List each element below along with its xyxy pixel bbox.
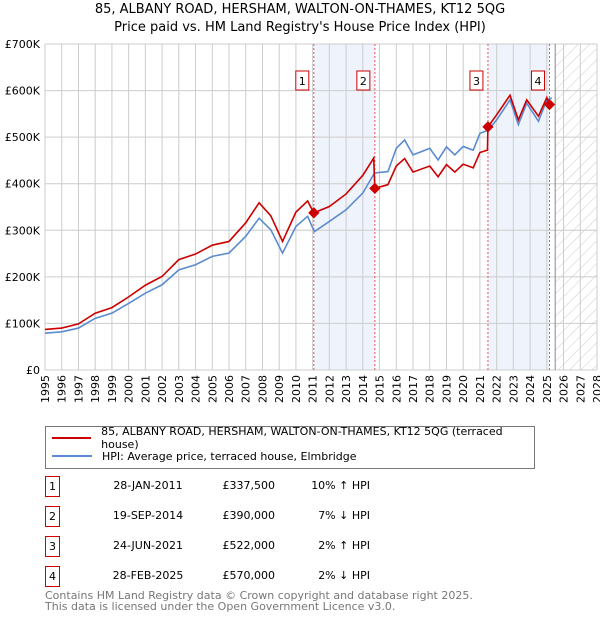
- x-tick-label: 2015: [374, 375, 387, 403]
- transaction-hpi-diff: 2% ↑ HPI: [318, 539, 370, 552]
- transaction-date: 24-JUN-2021: [112, 539, 184, 552]
- legend: 85, ALBANY ROAD, HERSHAM, WALTON-ON-THAM…: [45, 425, 535, 469]
- transaction-price: £390,000: [222, 509, 276, 522]
- x-tick-label: 2008: [256, 375, 269, 403]
- transaction-row: 1 28-JAN-2011 £337,500 10% ↑ HPI: [45, 476, 545, 498]
- legend-item-property: 85, ALBANY ROAD, HERSHAM, WALTON-ON-THAM…: [52, 425, 534, 451]
- hpi-series-line: [44, 97, 553, 335]
- y-tick-label: £500K: [5, 131, 41, 144]
- x-tick-label: 2012: [323, 375, 336, 403]
- x-tick-label: 2014: [357, 375, 370, 403]
- x-tick-label: 2017: [407, 375, 420, 403]
- x-tick-label: 2025: [541, 375, 554, 403]
- transaction-price: £337,500: [222, 479, 276, 492]
- chart-title: 85, ALBANY ROAD, HERSHAM, WALTON-ON-THAM…: [94, 2, 506, 17]
- transaction-row: 4 28-FEB-2025 £570,000 2% ↓ HPI: [45, 566, 545, 588]
- y-tick-label: £100K: [5, 317, 41, 330]
- sale-label-box: [530, 70, 545, 91]
- transaction-price: £570,000: [222, 569, 276, 582]
- sale-label-number: 3: [473, 75, 480, 88]
- x-tick-label: 2013: [340, 375, 353, 403]
- sale-label-number: 1: [299, 75, 306, 88]
- x-tick-label: 2001: [139, 375, 152, 403]
- x-tick-label: 2003: [173, 375, 186, 403]
- sale-point-marker: [308, 207, 320, 219]
- transaction-number-badge: 2: [45, 506, 60, 527]
- sale-label-box: [356, 70, 371, 91]
- x-tick-label: 2005: [206, 375, 219, 403]
- chart-subtitle: Price paid vs. HM Land Registry's House …: [114, 20, 486, 35]
- transaction-price: £522,000: [222, 539, 276, 552]
- legend-item-hpi: HPI: Average price, terraced house, Elmb…: [52, 448, 357, 464]
- sale-label-number: 2: [360, 75, 367, 88]
- shaded-period: [313, 44, 375, 370]
- x-tick-label: 1995: [39, 375, 52, 403]
- y-tick-label: £200K: [5, 271, 41, 284]
- transaction-hpi-diff: 7% ↓ HPI: [318, 509, 370, 522]
- y-tick-label: £400K: [5, 178, 41, 191]
- x-tick-label: 2000: [123, 375, 136, 403]
- blue-line-swatch: [52, 455, 92, 457]
- x-tick-label: 2028: [591, 375, 600, 403]
- transaction-row: 3 24-JUN-2021 £522,000 2% ↑ HPI: [45, 536, 545, 558]
- x-tick-label: 2009: [273, 375, 286, 403]
- y-tick-label: £0: [26, 364, 40, 377]
- sale-point-marker: [369, 182, 381, 195]
- x-tick-label: 2002: [156, 375, 169, 403]
- x-tick-label: 2019: [440, 375, 453, 403]
- x-tick-label: 2004: [190, 375, 203, 403]
- transaction-date: 19-SEP-2014: [112, 509, 184, 522]
- sale-label-box: [295, 70, 310, 91]
- property-series-line: [44, 93, 553, 331]
- x-tick-label: 2021: [474, 375, 487, 403]
- x-tick-label: 1999: [106, 375, 119, 403]
- x-tick-label: 1998: [89, 375, 102, 403]
- shaded-period: [487, 44, 550, 370]
- footer-copyright: Contains HM Land Registry data © Crown c…: [45, 589, 473, 602]
- x-tick-label: 2022: [491, 375, 504, 403]
- x-tick-label: 2026: [558, 375, 571, 403]
- x-tick-label: 1997: [72, 375, 85, 403]
- x-tick-label: 2010: [290, 375, 303, 403]
- transaction-row: 2 19-SEP-2014 £390,000 7% ↓ HPI: [45, 506, 545, 528]
- red-line-swatch: [52, 437, 92, 439]
- x-tick-label: 2023: [507, 375, 520, 403]
- x-tick-label: 2018: [424, 375, 437, 403]
- transaction-hpi-diff: 10% ↑ HPI: [311, 479, 370, 492]
- y-tick-label: £600K: [5, 85, 41, 98]
- x-tick-label: 2011: [307, 375, 320, 403]
- footer-licence: This data is licensed under the Open Gov…: [45, 600, 396, 613]
- transaction-date: 28-FEB-2025: [112, 569, 184, 582]
- y-tick-label: £700K: [5, 38, 41, 51]
- x-tick-label: 2016: [390, 375, 403, 403]
- transaction-number-badge: 4: [45, 566, 60, 587]
- x-tick-label: 2024: [524, 375, 537, 403]
- transaction-number-badge: 3: [45, 536, 60, 557]
- sale-label-number: 4: [534, 75, 541, 88]
- transaction-date: 28-JAN-2011: [113, 479, 183, 492]
- legend-label: HPI: Average price, terraced house, Elmb…: [102, 449, 357, 463]
- x-tick-label: 2027: [574, 375, 587, 403]
- sale-label-box: [469, 70, 484, 91]
- transaction-number-badge: 1: [45, 476, 60, 497]
- price-chart: 1995 1996 1997 1998 1999 2000 2001 2002 2003 2004…: [5, 38, 600, 403]
- x-tick-label: 1996: [56, 375, 69, 403]
- legend-label: 85, ALBANY ROAD, HERSHAM, WALTON-ON-THAM…: [101, 425, 503, 451]
- x-tick-label: 2007: [240, 375, 253, 403]
- transaction-hpi-diff: 2% ↓ HPI: [318, 569, 370, 582]
- y-tick-label: £300K: [5, 224, 41, 237]
- x-tick-label: 2020: [457, 375, 470, 403]
- forecast-hatch: [555, 44, 597, 370]
- x-tick-label: 2006: [223, 375, 236, 403]
